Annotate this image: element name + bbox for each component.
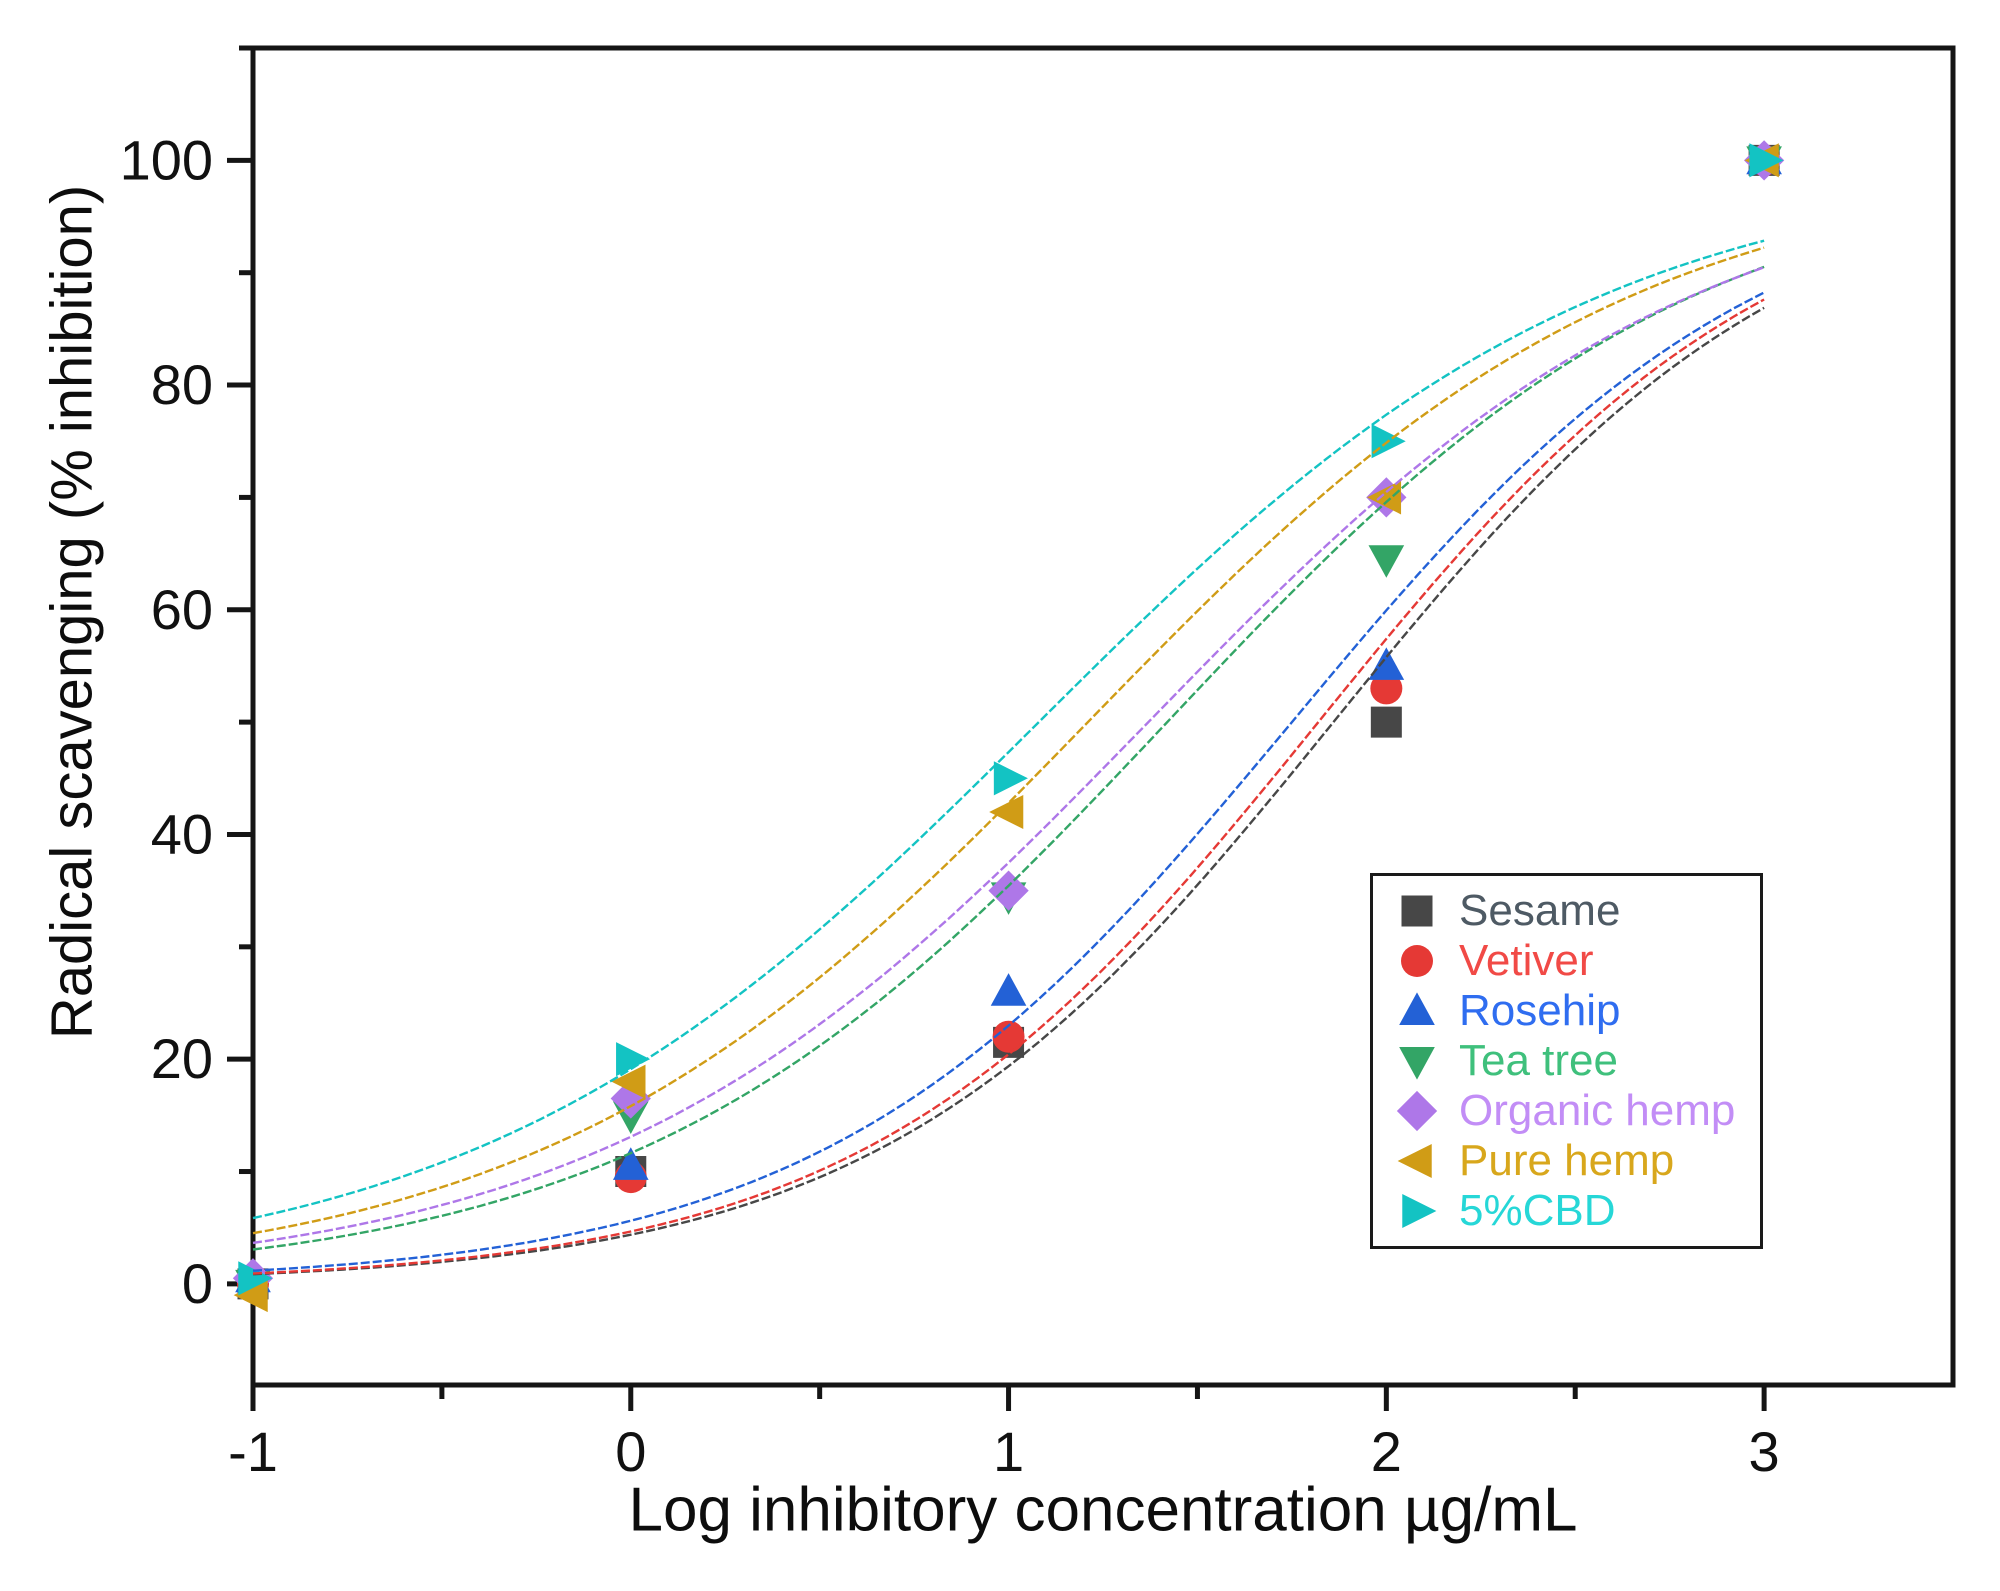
y-axis-title: Radical scavenging (% inhibition) bbox=[39, 184, 105, 1040]
fit-curve-sesame bbox=[252, 306, 1765, 1276]
data-point bbox=[1370, 672, 1403, 705]
fit-curve-5-cbd bbox=[252, 239, 1765, 1220]
y-tick-label: 0 bbox=[182, 1252, 213, 1315]
data-point bbox=[616, 1042, 651, 1077]
circle-marker-icon bbox=[1401, 945, 1433, 977]
legend-label: 5%CBD bbox=[1459, 1186, 1616, 1235]
fit-curve-tea-tree bbox=[252, 265, 1765, 1251]
legend-item-5-cbd: 5%CBD bbox=[1395, 1189, 1760, 1233]
plot-frame bbox=[250, 45, 1956, 1388]
legend-item-pure-hemp: Pure hemp bbox=[1395, 1139, 1760, 1183]
legend-item-vetiver: Vetiver bbox=[1395, 939, 1760, 983]
fit-curve-organic-hemp bbox=[252, 266, 1765, 1245]
legend-label: Organic hemp bbox=[1459, 1086, 1736, 1135]
fit-curve-pure-hemp bbox=[252, 246, 1765, 1235]
series-points-5-cbd bbox=[238, 143, 1784, 1296]
data-point bbox=[1749, 143, 1784, 178]
legend-label: Sesame bbox=[1459, 886, 1621, 935]
data-point bbox=[238, 1261, 273, 1296]
legend-label: Pure hemp bbox=[1459, 1136, 1675, 1185]
data-point bbox=[989, 794, 1024, 830]
data-point bbox=[990, 973, 1027, 1006]
data-point bbox=[988, 870, 1029, 911]
data-point bbox=[1368, 647, 1405, 680]
fit-curve-vetiver bbox=[252, 298, 1765, 1275]
x-tick-label: 2 bbox=[1371, 1420, 1402, 1483]
x-axis-title: Log inhibitory concentration µg/mL bbox=[628, 1475, 1578, 1545]
x-tick-label: 1 bbox=[993, 1420, 1024, 1483]
x-tick-label: 0 bbox=[615, 1420, 646, 1483]
data-point bbox=[1370, 706, 1402, 738]
fit-curve-rosehip bbox=[252, 291, 1765, 1272]
y-tick-label: 20 bbox=[151, 1027, 213, 1090]
square-marker-icon bbox=[1401, 895, 1433, 927]
legend-item-organic-hemp: Organic hemp bbox=[1395, 1089, 1760, 1133]
legend-item-tea-tree: Tea tree bbox=[1395, 1039, 1760, 1083]
legend-label: Tea tree bbox=[1459, 1036, 1618, 1085]
data-point bbox=[992, 1020, 1025, 1053]
triangle-down-marker-icon bbox=[1399, 1047, 1435, 1080]
diamond-marker-icon bbox=[1396, 1090, 1438, 1132]
triangle-left-marker-icon bbox=[1397, 1143, 1432, 1179]
data-point bbox=[993, 761, 1028, 796]
y-tick-label: 80 bbox=[151, 353, 213, 416]
y-tick-label: 60 bbox=[151, 578, 213, 641]
triangle-right-marker-icon bbox=[1402, 1193, 1437, 1229]
data-point bbox=[612, 1147, 649, 1180]
y-tick-label: 40 bbox=[151, 802, 213, 865]
x-tick-label: -1 bbox=[228, 1420, 278, 1483]
legend-label: Rosehip bbox=[1459, 986, 1621, 1035]
legend-item-sesame: Sesame bbox=[1395, 889, 1760, 933]
data-point bbox=[233, 1278, 268, 1313]
legend-item-rosehip: Rosehip bbox=[1395, 989, 1760, 1033]
x-tick-label: 3 bbox=[1749, 1420, 1780, 1483]
data-point bbox=[611, 1064, 646, 1099]
y-tick-label: 100 bbox=[120, 128, 213, 191]
data-point bbox=[1366, 480, 1402, 515]
legend: Sesame Vetiver Rosehip Tea tree Organic hemp… bbox=[1370, 873, 1763, 1249]
data-point bbox=[1368, 545, 1405, 578]
triangle-up-marker-icon bbox=[1399, 992, 1435, 1025]
legend-label: Vetiver bbox=[1459, 936, 1594, 985]
